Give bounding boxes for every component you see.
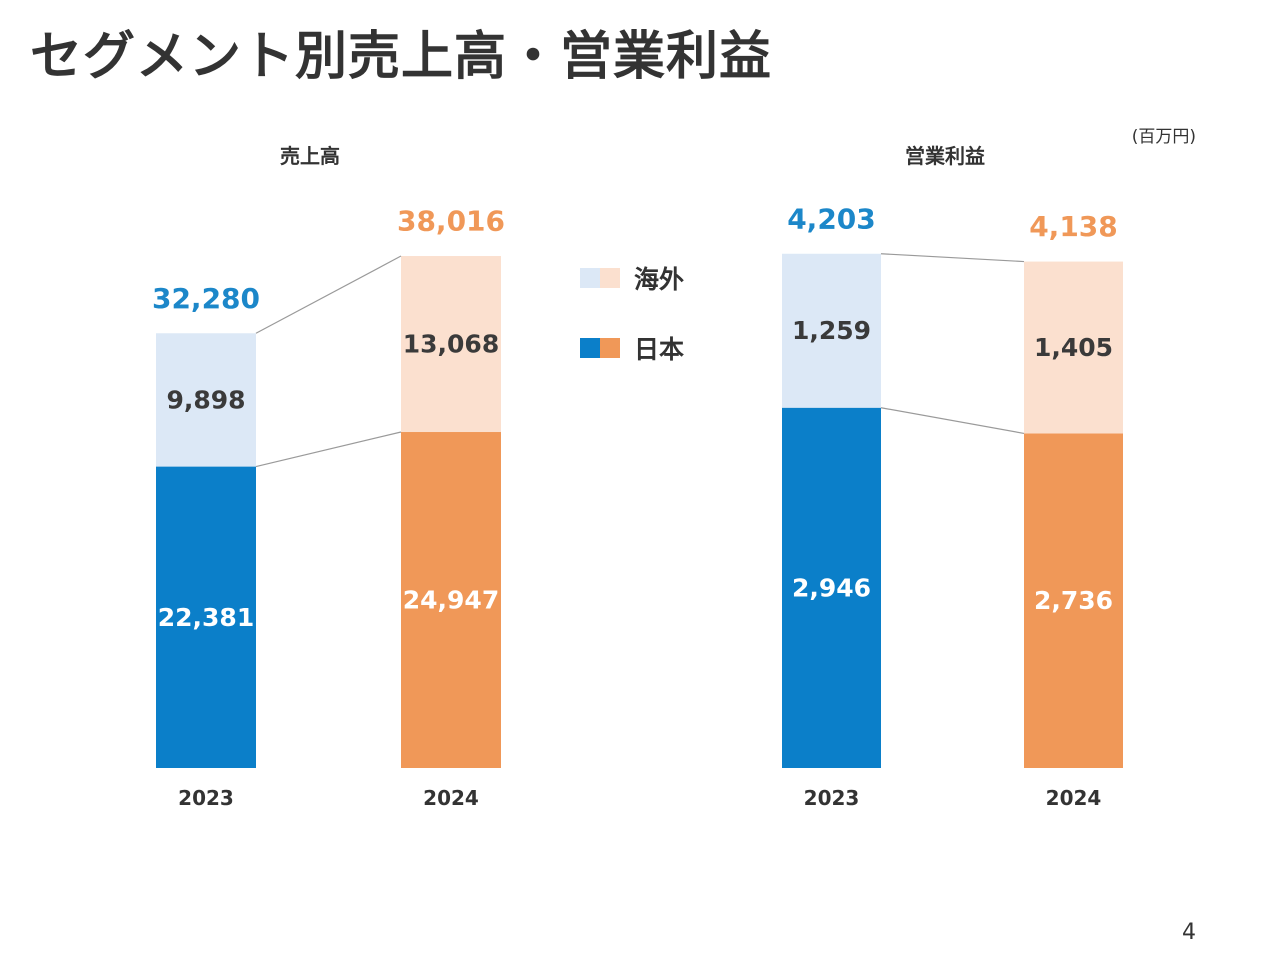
profit-bar-overseas-2023 [782,253,881,408]
sales-label-japan-2024: 24,947 [403,586,499,615]
profit-bar-japan-2023 [782,407,881,768]
sales-connector-total [255,255,402,334]
profit-label-japan-2024: 2,736 [1034,586,1113,615]
page-title: セグメント別売上高・営業利益 [30,27,773,87]
legend-label-japan: 日本 [634,335,685,364]
legend-item-overseas: 海外 [580,260,684,296]
sales-chart-title: 売上高 [280,144,340,168]
page-number: 4 [1182,920,1196,945]
profit-total-label-2023: 4,203 [787,202,876,235]
unit-label: (百万円) [1131,127,1196,147]
profit-connector-total [880,253,1025,263]
profit-label-japan-2023: 2,946 [792,573,871,602]
sales-connector-japan [255,431,402,468]
sales-bar-japan-2023 [156,466,256,768]
sales-total-label-2024: 38,016 [397,205,505,238]
sales-label-overseas-2024: 13,068 [403,330,499,359]
legend-swatch-overseas [580,268,620,288]
profit-label-overseas-2024: 1,405 [1034,333,1113,362]
profit-category-label-2023: 2023 [804,786,860,810]
sales-label-overseas-2023: 9,898 [166,385,245,414]
profit-bar-japan-2024 [1024,433,1123,768]
sales-bar-overseas-2024 [401,256,501,433]
profit-label-overseas-2023: 1,259 [792,316,871,345]
sales-category-label-2023: 2023 [178,786,234,810]
legend-label-overseas: 海外 [634,265,685,294]
profit-category-label-2024: 2024 [1046,786,1102,810]
sales-category-label-2024: 2024 [423,786,479,810]
sales-bar-japan-2024 [401,432,501,768]
sales-label-japan-2023: 22,381 [158,603,254,632]
profit-bar-overseas-2024 [1024,261,1123,434]
sales-bar-overseas-2023 [156,333,256,467]
legend-swatch-japan [580,338,620,358]
legend-item-japan: 日本 [580,330,684,366]
profit-connector-japan [880,407,1025,434]
sales-total-label-2023: 32,280 [152,282,260,315]
legend: 海外 日本 [580,260,684,400]
profit-total-label-2024: 4,138 [1029,210,1118,243]
profit-chart-title: 営業利益 [905,144,985,168]
